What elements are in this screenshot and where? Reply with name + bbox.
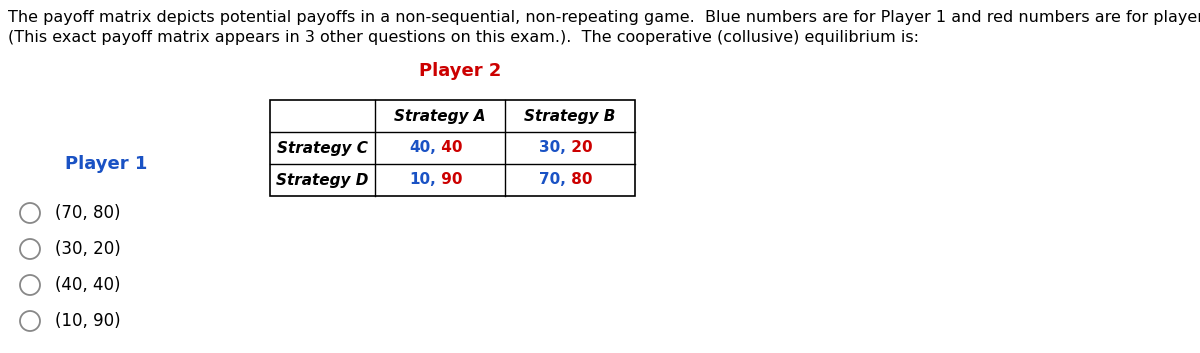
Text: Strategy B: Strategy B [524,108,616,124]
Text: (40, 40): (40, 40) [55,276,120,294]
Text: Strategy C: Strategy C [277,140,368,156]
Text: 90: 90 [436,173,462,187]
Text: 80: 80 [566,173,593,187]
Text: The payoff matrix depicts potential payoffs in a non-sequential, non-repeating g: The payoff matrix depicts potential payo… [8,10,1200,25]
Text: 20: 20 [566,140,593,156]
Text: 40: 40 [436,140,462,156]
Text: (70, 80): (70, 80) [55,204,120,222]
Text: Strategy A: Strategy A [395,108,486,124]
Text: 70,: 70, [539,173,566,187]
Text: Strategy D: Strategy D [276,173,368,187]
Text: (30, 20): (30, 20) [55,240,121,258]
Text: Player 2: Player 2 [419,62,502,80]
Text: (This exact payoff matrix appears in 3 other questions on this exam.).  The coop: (This exact payoff matrix appears in 3 o… [8,30,919,45]
Bar [270,100,635,196]
Text: (10, 90): (10, 90) [55,312,121,330]
Text: 10,: 10, [409,173,436,187]
Text: 30,: 30, [539,140,566,156]
Text: 40,: 40, [409,140,436,156]
Text: Player 1: Player 1 [65,155,148,173]
